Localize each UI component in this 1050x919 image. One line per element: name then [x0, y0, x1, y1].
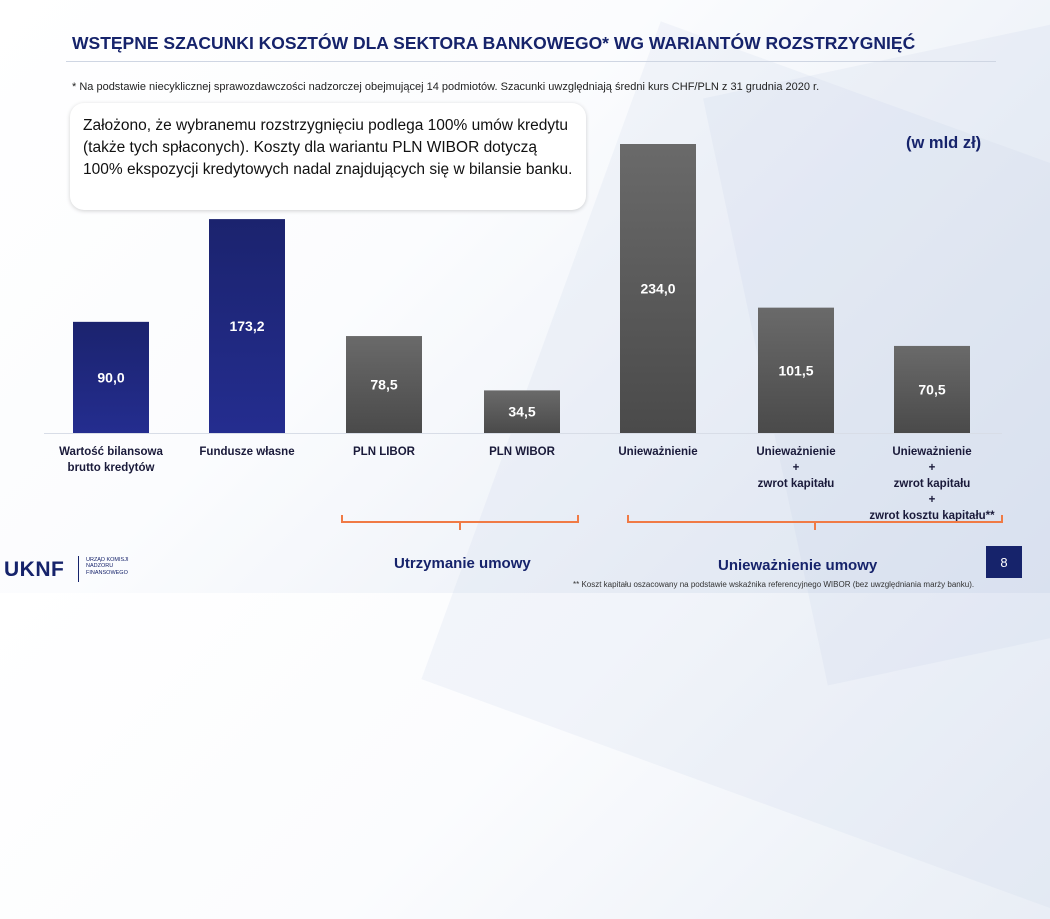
category-label-1: brutto kredytów — [68, 462, 155, 474]
bar-value-label-6: 101,5 — [778, 362, 813, 378]
category-label-2: Fundusze własne — [199, 446, 294, 458]
footnote-bottom: ** Koszt kapitału oszacowany na podstawi… — [573, 580, 975, 589]
bar-value-label-3: 78,5 — [370, 377, 397, 393]
bar-2 — [209, 219, 285, 433]
uknf-logo: UKNF — [4, 558, 65, 581]
bar-3 — [346, 336, 422, 433]
group-bracket-1 — [341, 515, 579, 530]
footnote-top: * Na podstawie niecyklicznej sprawozdawc… — [72, 81, 820, 93]
bar-value-label-2: 173,2 — [229, 318, 264, 334]
unit-label: (w mld zł) — [906, 134, 982, 152]
category-label-5: Unieważnienie — [618, 446, 697, 458]
callout-box: Założono, że wybranemu rozstrzygnięciu p… — [70, 103, 586, 210]
bar-value-label-7: 70,5 — [918, 381, 945, 397]
bar-7 — [894, 345, 970, 433]
bar-5 — [620, 144, 696, 433]
category-label-7: + — [929, 494, 936, 506]
category-label-6: Unieważnienie — [756, 446, 835, 458]
callout-text: Założono, że wybranemu rozstrzygnięciu p… — [83, 117, 573, 178]
category-label-1: Wartość bilansowa — [59, 446, 163, 458]
group-label-utrzymanie: Utrzymanie umowy — [394, 555, 531, 572]
page-title: WSTĘPNE SZACUNKI KOSZTÓW DLA SEKTORA BAN… — [72, 33, 916, 53]
logo-subtitle: URZĄD KOMISJI NADZORU FINANSOWEGO — [86, 557, 129, 576]
bar-6 — [758, 307, 834, 433]
category-label-7: zwrot kosztu kapitału** — [869, 510, 995, 522]
category-label-7: Unieważnienie — [892, 446, 971, 458]
category-label-3: PLN LIBOR — [353, 446, 416, 458]
group-bracket-2 — [627, 515, 1003, 530]
bar-chart: 90,0 Wartość bilansowa brutto kredytów 173,… — [44, 144, 1003, 530]
category-label-7: zwrot kapitału — [894, 478, 971, 490]
category-label-4: PLN WIBOR — [489, 446, 555, 458]
logo-divider — [78, 556, 79, 582]
bar-value-label-5: 234,0 — [640, 281, 675, 297]
bar-4 — [484, 390, 560, 433]
page-number: 8 — [986, 546, 1022, 578]
bar-1 — [73, 321, 149, 433]
category-label-6: + — [793, 462, 800, 474]
bar-value-label-1: 90,0 — [97, 369, 124, 385]
bar-value-label-4: 34,5 — [508, 404, 535, 420]
title-divider — [66, 61, 996, 62]
category-label-7: + — [929, 462, 936, 474]
category-label-6: zwrot kapitału — [758, 478, 835, 490]
group-label-uniewaznienie: Unieważnienie umowy — [718, 557, 878, 574]
